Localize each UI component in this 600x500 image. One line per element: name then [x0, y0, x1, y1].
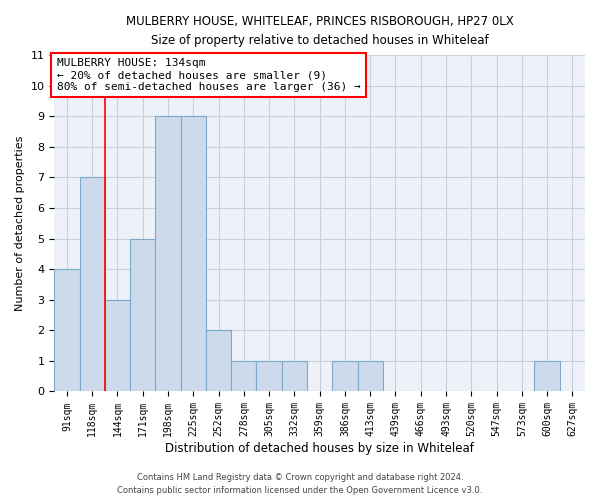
Bar: [231, 361, 256, 392]
Bar: [155, 116, 181, 392]
Bar: [54, 269, 80, 392]
Bar: [206, 330, 231, 392]
Bar: [535, 361, 560, 392]
Bar: [256, 361, 282, 392]
Bar: [80, 178, 105, 392]
Y-axis label: Number of detached properties: Number of detached properties: [15, 136, 25, 311]
Bar: [130, 238, 155, 392]
Bar: [332, 361, 358, 392]
X-axis label: Distribution of detached houses by size in Whiteleaf: Distribution of detached houses by size …: [165, 442, 474, 455]
Text: MULBERRY HOUSE: 134sqm
← 20% of detached houses are smaller (9)
80% of semi-deta: MULBERRY HOUSE: 134sqm ← 20% of detached…: [57, 58, 361, 92]
Bar: [358, 361, 383, 392]
Bar: [282, 361, 307, 392]
Title: MULBERRY HOUSE, WHITELEAF, PRINCES RISBOROUGH, HP27 0LX
Size of property relativ: MULBERRY HOUSE, WHITELEAF, PRINCES RISBO…: [126, 15, 514, 47]
Bar: [181, 116, 206, 392]
Text: Contains HM Land Registry data © Crown copyright and database right 2024.
Contai: Contains HM Land Registry data © Crown c…: [118, 474, 482, 495]
Bar: [105, 300, 130, 392]
